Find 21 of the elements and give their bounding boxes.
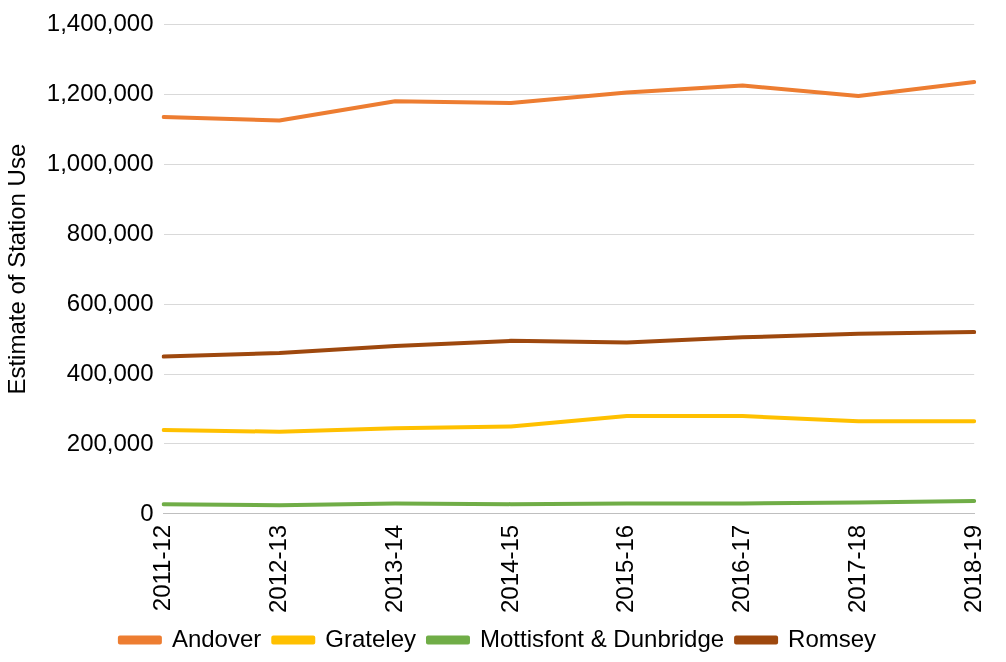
legend-label: Mottisfont & Dunbridge bbox=[479, 624, 725, 652]
x-tick-label: 2016-17 bbox=[727, 524, 755, 613]
legend-label: Andover bbox=[171, 624, 262, 652]
y-tick-label: 600,000 bbox=[66, 288, 154, 316]
y-tick-label: 400,000 bbox=[66, 358, 154, 386]
y-axis-title: Estimate of Station Use bbox=[3, 143, 31, 395]
y-tick-label: 200,000 bbox=[66, 428, 154, 456]
x-tick-label: 2012-13 bbox=[264, 524, 291, 613]
y-tick-label: 0 bbox=[140, 498, 154, 526]
legend-label: Romsey bbox=[788, 624, 877, 652]
y-tick-label: 800,000 bbox=[66, 218, 154, 246]
y-tick-label: 1,400,000 bbox=[46, 9, 154, 37]
x-tick-label: 2013-14 bbox=[379, 524, 407, 613]
x-tick-label: 2011-12 bbox=[148, 524, 176, 612]
x-tick-label: 2017-18 bbox=[843, 524, 871, 613]
legend-label: Grateley bbox=[325, 624, 416, 652]
y-tick-label: 1,200,000 bbox=[46, 78, 154, 106]
y-tick-label: 1,000,000 bbox=[46, 148, 154, 176]
x-tick-label: 2018-19 bbox=[958, 524, 986, 613]
x-tick-label: 2014-15 bbox=[495, 524, 523, 613]
x-tick-label: 2015-16 bbox=[611, 524, 639, 613]
